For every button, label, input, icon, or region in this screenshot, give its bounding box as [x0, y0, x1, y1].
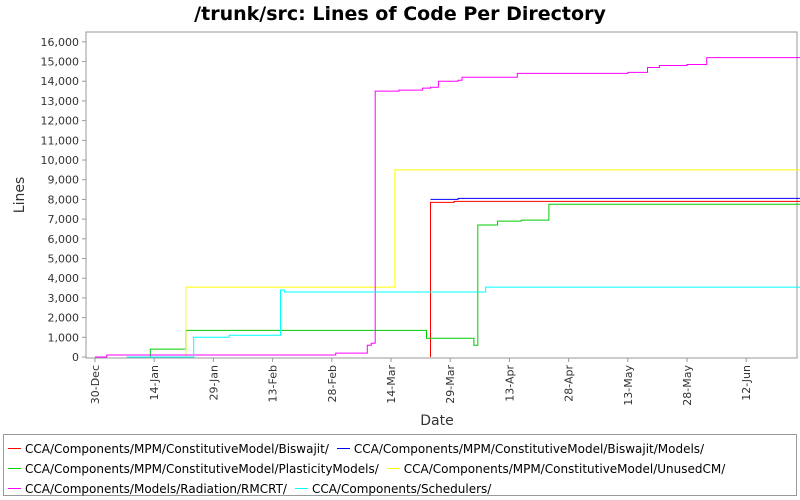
- legend-label: CCA/Components/MPM/ConstitutiveModel/Pla…: [25, 461, 379, 476]
- x-tick-label: 28-May: [681, 365, 694, 406]
- y-tick-label: 2,000: [48, 312, 80, 325]
- y-tick-label: 14,000: [41, 75, 80, 88]
- y-tick-label: 9,000: [48, 174, 80, 187]
- legend-item: CCA/Components/Schedulers/: [294, 479, 492, 498]
- x-tick-label: 29-Mar: [444, 365, 457, 404]
- legend-swatch: [8, 488, 21, 489]
- y-tick-label: 4,000: [48, 272, 80, 285]
- x-tick-label: 13-Feb: [267, 365, 280, 402]
- legend-item: CCA/Components/MPM/ConstitutiveModel/Pla…: [8, 459, 379, 478]
- x-tick-label: 14-Jan: [148, 365, 161, 401]
- legend-swatch: [8, 448, 21, 449]
- legend-item: CCA/Components/MPM/ConstitutiveModel/Bis…: [336, 439, 705, 458]
- series-line-6: [126, 286, 800, 358]
- legend-label: CCA/Components/MPM/ConstitutiveModel/Bis…: [353, 441, 705, 456]
- legend-label: CCA/Components/Schedulers/: [311, 481, 492, 496]
- legend-label: CCA/Components/MPM/ConstitutiveModel/Bis…: [25, 441, 329, 456]
- series-lines: [95, 57, 800, 358]
- series-line-5: [95, 57, 800, 358]
- legend-swatch: [386, 468, 400, 469]
- y-tick-label: 15,000: [41, 56, 80, 69]
- x-axis: 30-Dec 14-Jan 29-Jan 13-Feb 28-Feb 14-Mar 29-M…: [89, 358, 800, 406]
- legend-swatch: [294, 488, 308, 489]
- plot-area: [85, 31, 798, 359]
- x-axis-title: Date: [420, 413, 453, 429]
- x-tick-label: 13-May: [622, 365, 635, 406]
- legend-swatch: [336, 448, 350, 449]
- x-tick-label: 14-Mar: [385, 365, 398, 404]
- legend-label: CCA/Components/MPM/ConstitutiveModel/Unu…: [403, 461, 726, 476]
- x-tick-label: 29-Jan: [207, 365, 220, 401]
- y-tick-label: 8,000: [48, 193, 80, 206]
- y-tick-label: 0: [72, 351, 79, 364]
- y-tick-label: 10,000: [41, 154, 80, 167]
- series-line-3: [126, 203, 800, 358]
- legend: CCA/Components/MPM/ConstitutiveModel/Bis…: [3, 434, 797, 496]
- x-tick-label: 30-Dec: [89, 365, 102, 404]
- y-tick-label: 7,000: [48, 213, 80, 226]
- series-line-1: [430, 200, 800, 357]
- y-tick-label: 6,000: [48, 233, 80, 246]
- y-axis-title: Lines: [12, 177, 28, 213]
- y-tick-label: 1,000: [48, 331, 80, 344]
- y-tick-label: 11,000: [41, 134, 80, 147]
- x-tick-label: 13-Apr: [503, 365, 516, 402]
- y-tick-label: 3,000: [48, 292, 80, 305]
- chart-title: /trunk/src: Lines of Code Per Directory: [194, 3, 606, 25]
- y-axis: 0 1,000 2,000 3,000 4,000 5,000 6,000 7,000 8,00…: [41, 36, 86, 364]
- x-tick-label: 28-Apr: [563, 365, 576, 402]
- legend-swatch: [8, 468, 21, 469]
- y-tick-label: 16,000: [41, 36, 80, 49]
- legend-label: CCA/Components/Models/Radiation/RMCRT/: [25, 481, 287, 496]
- line-chart: 0 1,000 2,000 3,000 4,000 5,000 6,000 7,000 8,00…: [12, 31, 800, 429]
- legend-item: CCA/Components/MPM/ConstitutiveModel/Unu…: [386, 459, 726, 478]
- x-tick-label: 28-Feb: [326, 365, 339, 402]
- x-tick-label: 12-Jun: [740, 365, 753, 401]
- y-tick-label: 12,000: [41, 115, 80, 128]
- y-tick-label: 5,000: [48, 253, 80, 266]
- legend-item: CCA/Components/Models/Radiation/RMCRT/: [8, 479, 287, 498]
- y-tick-label: 13,000: [41, 95, 80, 108]
- legend-item: CCA/Components/MPM/ConstitutiveModel/Bis…: [8, 439, 329, 458]
